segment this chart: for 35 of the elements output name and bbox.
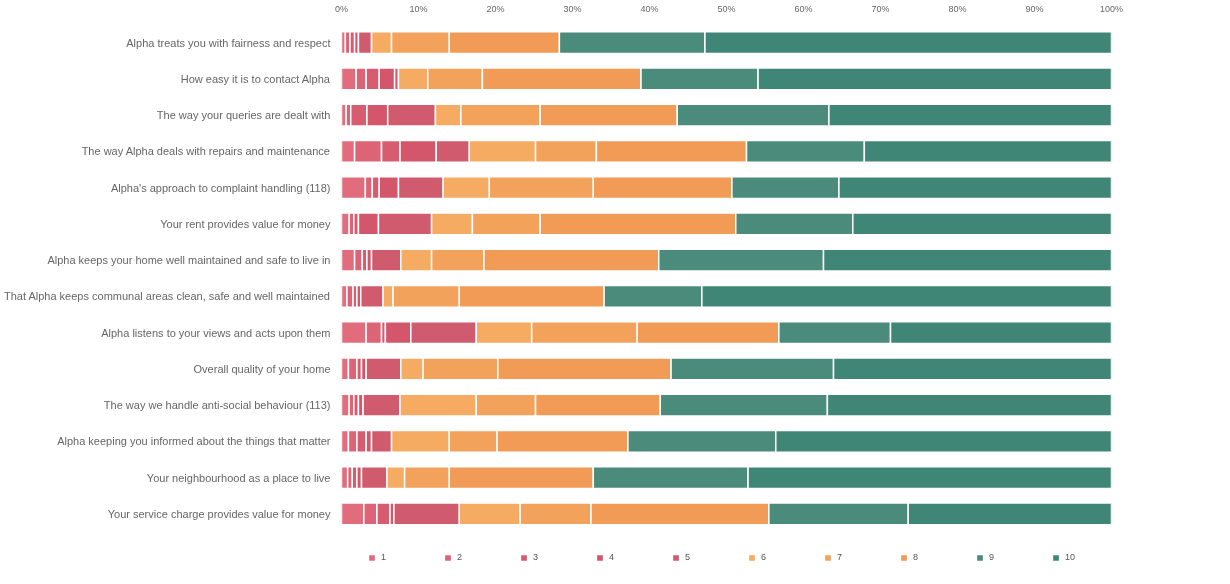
y-tick-label: That Alpha keeps communal areas clean, safe and well maintained [3,290,330,303]
legend-label: 1 [381,552,387,562]
x-tick-label: 10% [409,3,428,14]
x-tick-label: 20% [486,3,505,14]
x-tick-label: 70% [871,3,890,14]
x-tick-label: 0% [335,3,349,14]
y-tick-label: The way Alpha deals with repairs and maintenance [81,145,330,158]
y-tick-label: Your neighbourhood as a place to live [146,471,331,484]
legend-label: 6 [761,552,767,562]
y-tick-label: Alpha listens to your views and acts upon them [101,326,331,339]
legend-label: 4 [609,552,615,562]
y-tick-label: Alpha keeps your home well maintained and safe to live in [47,254,331,267]
legend-label: 9 [989,552,995,562]
legend-label: 2 [457,552,463,562]
legend-label: 8 [913,552,919,562]
y-tick-label: The way your queries are dealt with [156,109,331,122]
legend-label: 10 [1065,552,1076,562]
y-tick-label: Alpha keeping you informed about the things that matter [57,435,331,448]
y-tick-label: The way we handle anti-social behaviour (113) [103,399,331,412]
y-tick-label: Alpha's approach to complaint handling (118) [110,181,331,194]
x-tick-label: 50% [717,3,736,14]
x-tick-label: 40% [640,3,659,14]
legend-label: 3 [533,552,539,562]
x-tick-label: 100% [1099,3,1124,14]
x-tick-label: 60% [794,3,813,14]
x-tick-label: 90% [1025,3,1044,14]
y-tick-label: How easy it is to contact Alpha [180,72,331,85]
legend-label: 5 [685,552,691,562]
y-tick-label: Alpha treats you with fairness and respect [126,36,331,49]
y-tick-label: Overall quality of your home [193,362,331,375]
y-tick-label: Your rent provides value for money [160,217,331,230]
legend-label: 7 [837,552,843,562]
y-tick-label: Your service charge provides value for money [107,507,331,520]
x-tick-label: 30% [563,3,582,14]
x-tick-label: 80% [948,3,967,14]
